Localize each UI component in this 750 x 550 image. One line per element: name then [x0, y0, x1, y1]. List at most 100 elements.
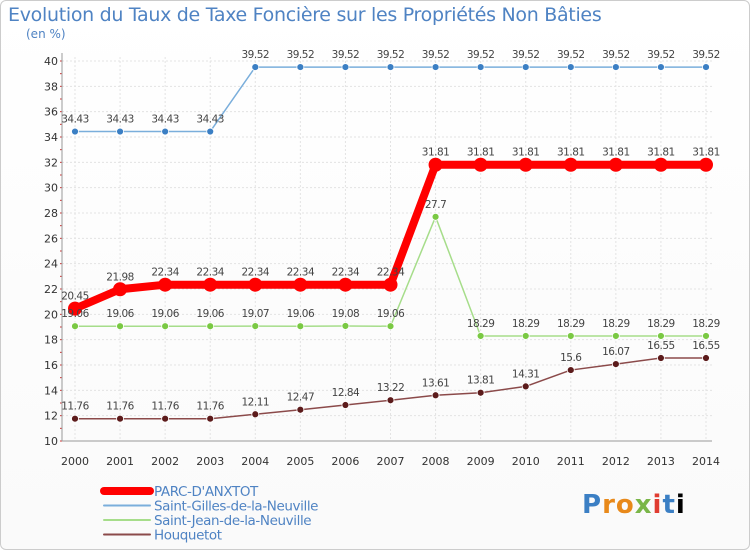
data-point [476, 63, 485, 71]
data-label: 39.52 [512, 49, 540, 61]
data-label: 31.81 [647, 147, 675, 159]
data-point [296, 63, 305, 71]
data-label: 19.06 [106, 308, 134, 320]
x-tick-label: 2008 [422, 455, 450, 468]
data-label: 11.76 [106, 401, 134, 413]
logo-letter: i [652, 490, 663, 520]
logo-letter: P [582, 490, 603, 520]
data-point [702, 63, 710, 71]
data-label: 27.7 [425, 199, 446, 211]
data-point [431, 63, 440, 71]
x-tick-label: 2001 [106, 455, 134, 468]
y-tick-label: 36 [44, 106, 58, 119]
data-point [161, 322, 170, 331]
data-point [206, 322, 215, 331]
logo-letter: o [615, 490, 635, 520]
data-label: 18.29 [467, 318, 495, 330]
data-label: 22.34 [377, 267, 405, 279]
legend-label: Saint-Gilles-de-la-Neuville [154, 499, 318, 515]
data-label: 34.43 [61, 114, 89, 126]
data-label: 19.06 [377, 308, 405, 320]
data-point [341, 322, 350, 330]
data-point [521, 332, 530, 340]
x-tick-label: 2012 [602, 455, 630, 468]
y-tick-label: 40 [44, 55, 58, 68]
data-label: 22.34 [151, 267, 179, 279]
data-point [116, 322, 124, 331]
data-point [428, 157, 443, 172]
logo-letter: x [634, 490, 653, 520]
logo-letter: i [675, 490, 686, 520]
data-labels: 20.45 21.98 22.34 22.34 22.34 22.34 22.34 22.34… [61, 49, 720, 413]
data-label: 39.52 [692, 49, 720, 61]
data-point [206, 127, 215, 136]
data-point [68, 301, 82, 316]
data-point [116, 127, 124, 136]
data-point [386, 396, 395, 405]
data-label: 12.84 [332, 387, 360, 399]
data-point [657, 332, 665, 340]
x-tick-label: 2009 [467, 455, 495, 468]
y-tick-label: 32 [44, 156, 58, 169]
data-point [566, 332, 575, 340]
data-label: 18.29 [602, 318, 630, 330]
data-label: 15.6 [560, 352, 582, 364]
data-point [699, 157, 713, 172]
data-label: 39.52 [242, 49, 270, 61]
data-point [206, 414, 215, 423]
data-point [611, 360, 620, 369]
data-point [702, 332, 710, 340]
x-tick-label: 2004 [241, 455, 269, 468]
data-point [71, 127, 79, 136]
data-point [113, 282, 128, 297]
y-tick-label: 34 [44, 131, 58, 144]
data-point [566, 366, 575, 374]
data-label: 16.55 [692, 340, 720, 352]
data-label: 39.52 [377, 49, 405, 61]
data-label: 19.06 [287, 308, 315, 320]
data-label: 22.34 [242, 267, 270, 279]
legend-label: PARC-D'ANXTOT [154, 484, 259, 500]
data-point [341, 401, 350, 409]
data-point [608, 157, 623, 172]
logo-letter: r [602, 490, 616, 520]
data-point [338, 277, 353, 292]
data-label: 34.43 [151, 114, 179, 126]
x-tick-label: 2007 [377, 455, 405, 468]
y-tick-label: 38 [44, 80, 58, 93]
data-label: 19.07 [242, 308, 270, 320]
data-point [386, 63, 395, 71]
data-label: 19.06 [61, 308, 89, 320]
data-point [518, 157, 533, 172]
data-point [563, 157, 578, 172]
data-point [161, 414, 170, 423]
data-point [386, 322, 395, 331]
y-tick-label: 20 [44, 308, 58, 321]
data-point [248, 277, 263, 292]
data-point [158, 277, 173, 292]
y-tick-label: 12 [44, 410, 58, 423]
data-point [431, 212, 440, 221]
x-tick-label: 2011 [557, 455, 585, 468]
data-point [296, 322, 305, 331]
x-tick-label: 2006 [331, 455, 359, 468]
data-point [521, 382, 530, 391]
data-label: 13.61 [422, 377, 450, 389]
data-point [293, 277, 308, 292]
data-label: 19.08 [332, 308, 360, 320]
data-point [383, 277, 398, 292]
data-label: 22.34 [332, 267, 360, 279]
y-axis-unit: (en %) [26, 27, 66, 41]
data-point [251, 322, 260, 331]
data-point [116, 414, 124, 423]
proxiti-logo[interactable]: Proxiti [582, 490, 686, 520]
data-label: 21.98 [106, 271, 134, 283]
axes: 10 12 14 16 18 20 22 24 26 28 30 32 34 36 38 40 2000 2001… [44, 53, 720, 468]
data-label: 16.55 [647, 340, 675, 352]
data-label: 19.06 [196, 308, 224, 320]
data-label: 39.52 [332, 49, 360, 61]
logo-letter: t [662, 490, 676, 520]
x-tick-label: 2010 [512, 455, 540, 468]
data-label: 18.29 [692, 318, 720, 330]
